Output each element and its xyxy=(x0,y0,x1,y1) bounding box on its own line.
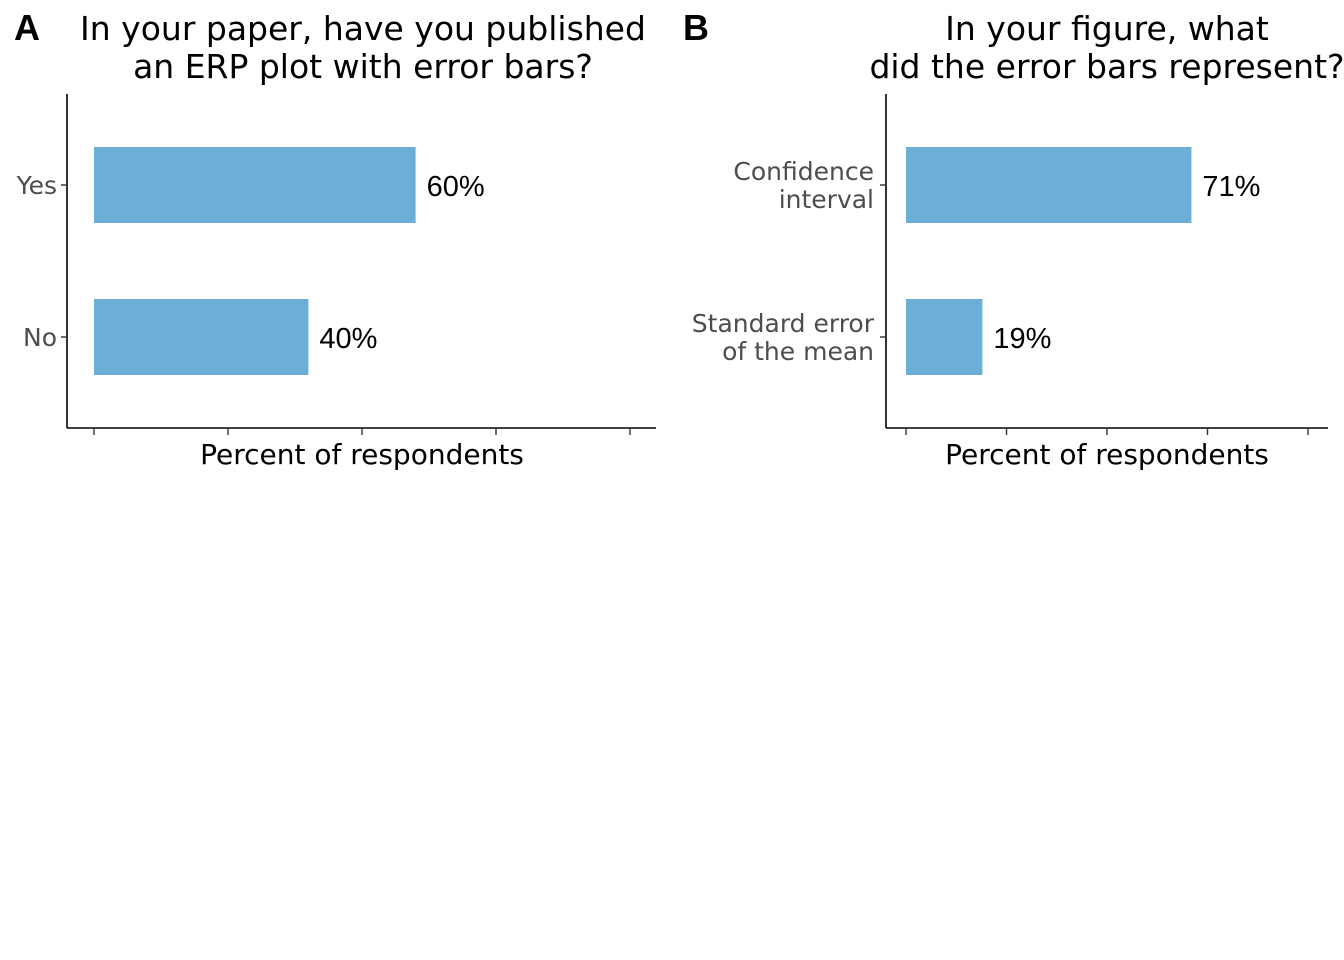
category-label: Yes xyxy=(16,171,57,200)
x-axis-title: Percent of respondents xyxy=(945,438,1269,471)
chart-title-line: In your paper, have you published xyxy=(80,9,646,48)
data-label: 60% xyxy=(427,171,485,203)
category-label: of the mean xyxy=(722,337,874,366)
bar xyxy=(906,299,983,375)
category-label: Confidence xyxy=(733,157,874,186)
category-label: interval xyxy=(779,185,874,214)
chart-title-line: did the error bars represent? xyxy=(869,47,1344,86)
x-axis-title: Percent of respondents xyxy=(200,438,524,471)
category-label: Standard error xyxy=(692,309,875,338)
bar xyxy=(906,147,1192,223)
panel-label: A xyxy=(14,7,40,48)
chart-title-line: In your figure, what xyxy=(945,9,1269,48)
chart-title-line: an ERP plot with error bars? xyxy=(133,47,593,86)
data-label: 19% xyxy=(993,323,1051,355)
category-label: No xyxy=(23,323,57,352)
panel-label: B xyxy=(683,7,709,48)
data-label: 40% xyxy=(319,323,377,355)
bar xyxy=(94,147,416,223)
bar xyxy=(94,299,309,375)
data-label: 71% xyxy=(1202,171,1260,203)
